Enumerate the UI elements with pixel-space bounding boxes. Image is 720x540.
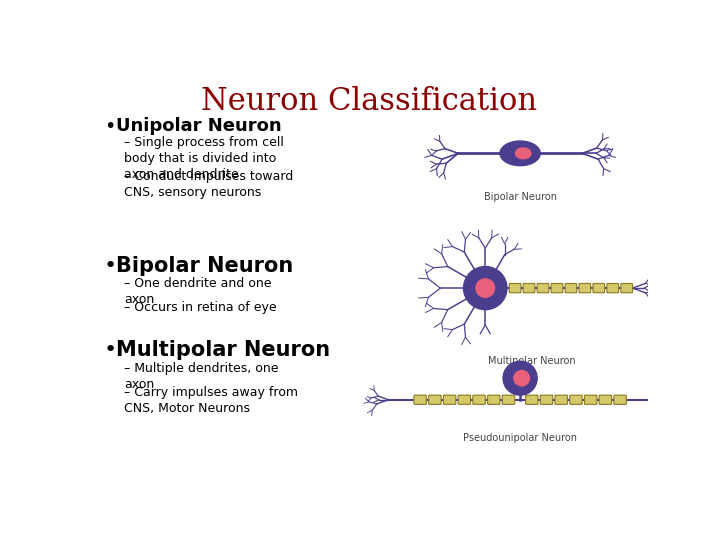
Text: Pseudounipolar Neuron: Pseudounipolar Neuron [463,433,577,443]
FancyBboxPatch shape [487,395,500,404]
Circle shape [464,267,507,309]
FancyBboxPatch shape [579,284,590,293]
FancyBboxPatch shape [555,395,567,404]
FancyBboxPatch shape [526,395,538,404]
FancyBboxPatch shape [585,395,597,404]
Text: Multipolar Neuron: Multipolar Neuron [117,340,330,361]
FancyBboxPatch shape [593,284,605,293]
FancyBboxPatch shape [523,284,535,293]
Text: Neuron Classification: Neuron Classification [201,86,537,117]
Text: •: • [104,117,115,136]
FancyBboxPatch shape [621,284,632,293]
Circle shape [503,361,537,395]
FancyBboxPatch shape [503,395,515,404]
FancyBboxPatch shape [570,395,582,404]
Circle shape [514,370,529,386]
FancyBboxPatch shape [540,395,553,404]
FancyBboxPatch shape [444,395,456,404]
Text: – Carry impulses away from
CNS, Motor Neurons: – Carry impulses away from CNS, Motor Ne… [124,386,298,415]
FancyBboxPatch shape [607,284,618,293]
FancyBboxPatch shape [473,395,485,404]
Text: Unipolar Neuron: Unipolar Neuron [117,117,282,135]
Text: Bipolar Neuron: Bipolar Neuron [117,256,294,276]
FancyBboxPatch shape [614,395,626,404]
Text: Multipolar Neuron: Multipolar Neuron [488,356,575,366]
Ellipse shape [516,148,531,159]
FancyBboxPatch shape [599,395,611,404]
Text: – Multiple dendrites, one
axon: – Multiple dendrites, one axon [124,362,279,391]
Text: – Occurs in retina of eye: – Occurs in retina of eye [124,301,276,314]
Text: •: • [104,256,117,276]
Text: •: • [104,340,117,361]
Text: – Single process from cell
body that is divided into
axon and dendrite: – Single process from cell body that is … [124,136,284,181]
Text: – Conduct impulses toward
CNS, sensory neurons: – Conduct impulses toward CNS, sensory n… [124,170,293,199]
FancyBboxPatch shape [551,284,563,293]
FancyBboxPatch shape [537,284,549,293]
Circle shape [476,279,495,298]
FancyBboxPatch shape [458,395,471,404]
FancyBboxPatch shape [565,284,577,293]
FancyBboxPatch shape [509,284,521,293]
FancyBboxPatch shape [414,395,426,404]
Text: – One dendrite and one
axon: – One dendrite and one axon [124,278,271,306]
FancyBboxPatch shape [428,395,441,404]
Text: Bipolar Neuron: Bipolar Neuron [484,192,557,202]
Ellipse shape [500,141,540,166]
